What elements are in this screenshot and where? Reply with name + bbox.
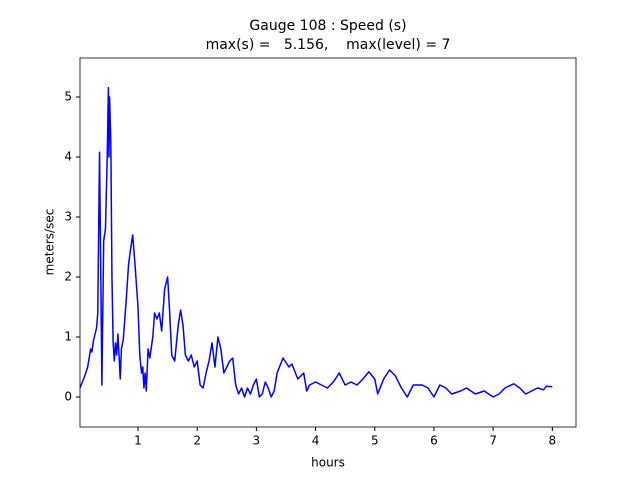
y-tick-label: 3 — [64, 210, 72, 224]
x-tick-label: 1 — [134, 434, 142, 448]
y-tick-label: 2 — [64, 270, 72, 284]
plot-frame — [79, 57, 577, 428]
x-axis-label: hours — [311, 456, 345, 470]
x-tick-label: 4 — [312, 434, 320, 448]
y-tick-label: 5 — [64, 90, 72, 104]
x-tick-label: 8 — [549, 434, 557, 448]
y-tick-label: 0 — [64, 390, 72, 404]
y-tick-label: 1 — [64, 330, 72, 344]
chart-subtitle: max(s) = 5.156, max(level) = 7 — [206, 37, 451, 53]
x-tick-label: 7 — [489, 434, 497, 448]
x-tick-label: 2 — [193, 434, 201, 448]
x-tick-label: 3 — [253, 434, 261, 448]
y-tick-label: 4 — [64, 150, 72, 164]
x-tick-label: 6 — [430, 434, 438, 448]
y-axis-label: meters/sec — [43, 209, 57, 276]
data-line — [79, 86, 553, 398]
chart-title: Gauge 108 : Speed (s) — [249, 18, 406, 34]
x-tick-label: 5 — [371, 434, 379, 448]
